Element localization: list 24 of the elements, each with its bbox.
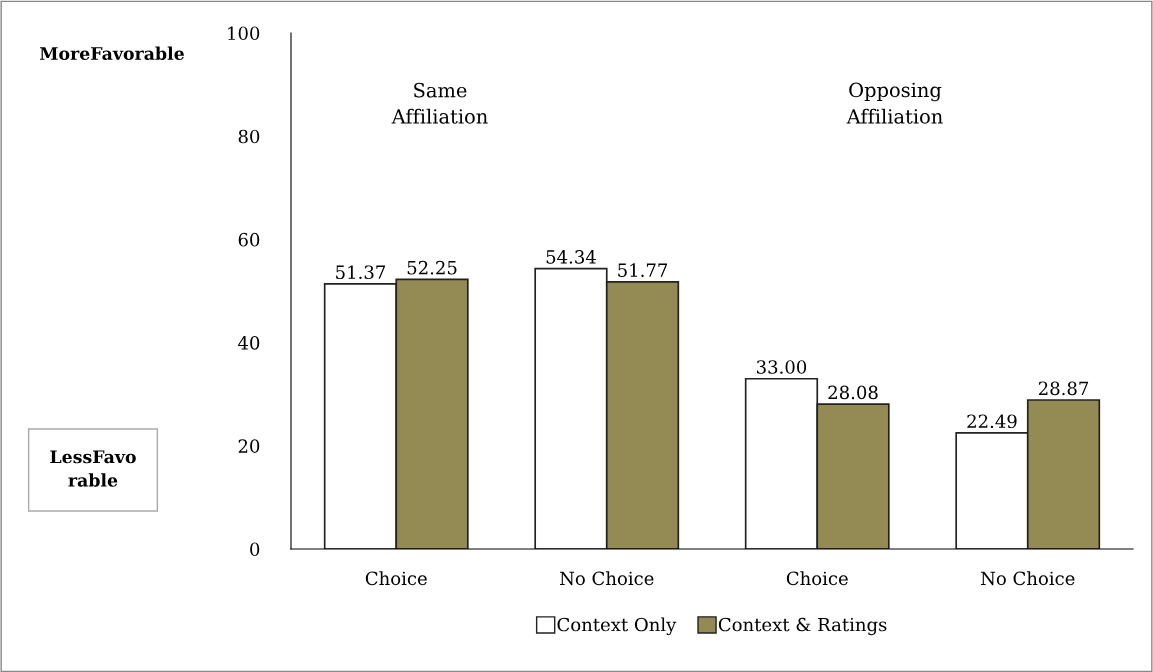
text: MoreFavorable — [40, 46, 184, 61]
y-tick-label: 100 — [228, 26, 260, 41]
data-label: 33.00 — [757, 360, 807, 374]
data-label: 54.34 — [546, 250, 596, 264]
data-label: 51.77 — [618, 263, 668, 277]
annotation: Opposing Affiliation — [846, 82, 943, 124]
x-tick-label: Choice — [365, 571, 427, 586]
y-tick-label: 40 — [238, 336, 260, 350]
data-label: 22.49 — [967, 414, 1017, 429]
data-label: 28.08 — [828, 385, 878, 400]
data-label: 51.37 — [336, 265, 385, 280]
y-tick-label: 20 — [238, 439, 260, 453]
x-tick-label: No Choice — [559, 571, 654, 586]
legend-label: Context Only — [557, 617, 677, 636]
text: LessFavo rable — [50, 450, 136, 487]
data-label: 52.25 — [407, 260, 457, 275]
x-tick-label: No Choice — [980, 571, 1075, 586]
x-tick-label: Choice — [786, 571, 848, 586]
annotation: Same Affiliation — [391, 82, 488, 124]
y-tick-label: 0 — [250, 542, 260, 557]
data-label: 28.87 — [1038, 381, 1089, 396]
y-tick-label: 80 — [238, 129, 260, 144]
legend-label: Context & Ratings — [718, 617, 887, 636]
y-tick-label: 60 — [238, 232, 260, 247]
